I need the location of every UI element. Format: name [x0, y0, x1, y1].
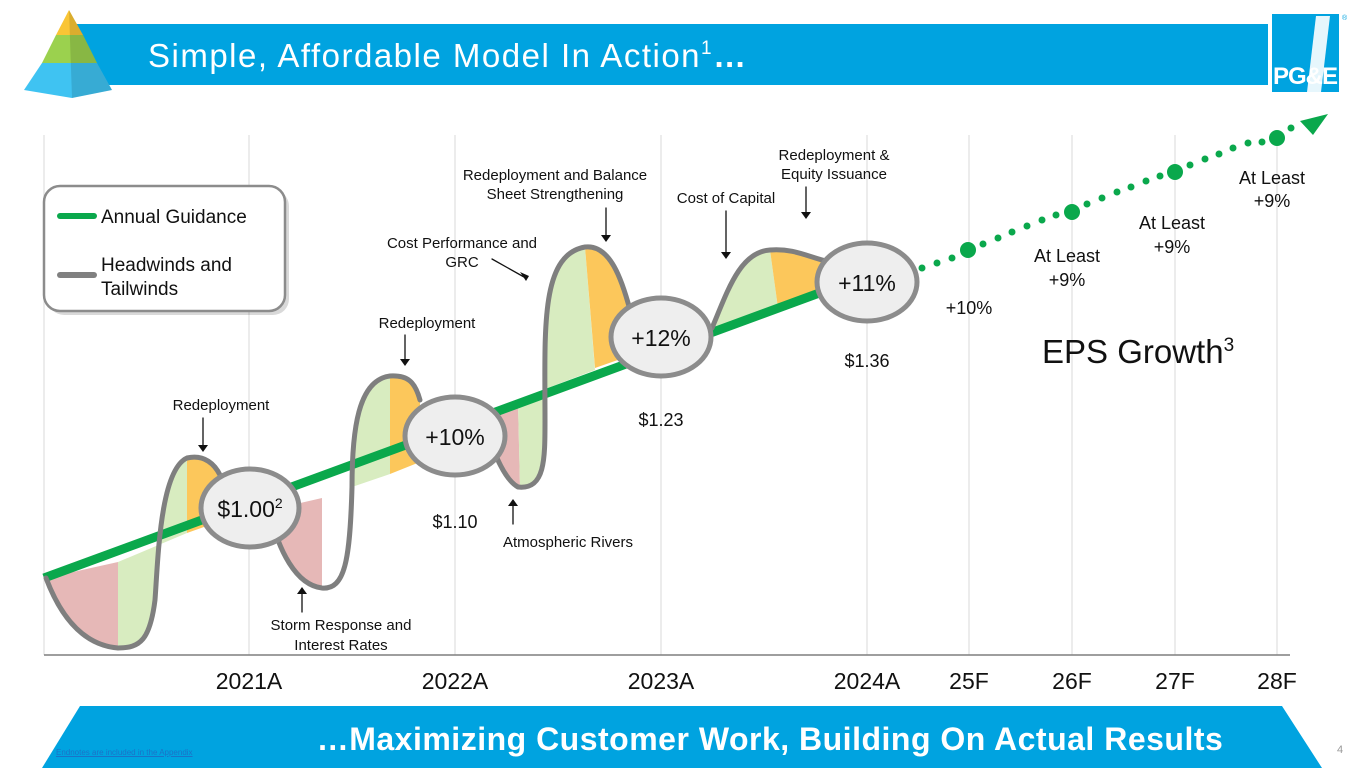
legend-wind-label-line1: Headwinds and — [101, 255, 232, 276]
footer-banner — [42, 706, 1322, 768]
annotation-label: Redeployment & — [779, 147, 890, 164]
forecast-label-27f-line1: At Least — [1139, 213, 1205, 233]
annotation-label: GRC — [445, 254, 479, 271]
tailwind-region — [518, 247, 595, 488]
annotation-label: Cost Performance and — [387, 235, 537, 252]
x-tick-label: 2022A — [422, 668, 489, 694]
eps-bubbles: $1.002 +10% +12% +11% — [198, 240, 920, 550]
forecast-label-28f-line2: +9% — [1254, 191, 1291, 211]
annotation-label: Redeployment — [173, 397, 271, 414]
wave-outline — [267, 373, 423, 591]
endnotes-link[interactable]: Endnotes are included in the Appendix — [56, 748, 193, 757]
forecast-points — [960, 130, 1285, 258]
annotation-label: Atmospheric Rivers — [503, 534, 633, 551]
forecast-point-28f — [1269, 130, 1285, 146]
legend-wind-label-line2: Tailwinds — [101, 279, 178, 300]
legend-guidance-label: Annual Guidance — [101, 207, 247, 228]
tailwind-region — [352, 376, 390, 487]
x-tick-label: 27F — [1155, 668, 1195, 694]
svg-text:+10%: +10% — [425, 424, 484, 450]
x-tick-label: 2023A — [628, 668, 695, 694]
wave-outline — [485, 244, 633, 490]
svg-text:$1.002: $1.002 — [217, 495, 283, 522]
x-tick-label: 28F — [1257, 668, 1297, 694]
forecast-label-26f-line1: At Least — [1034, 246, 1100, 266]
pge-logo: PG&E ® — [1272, 14, 1348, 92]
forecast-label-26f-line2: +9% — [1049, 270, 1086, 290]
forecast-point-25f — [960, 242, 976, 258]
eps-value-labels: $1.10 $1.23 $1.36 — [432, 351, 889, 532]
x-tick-label: 2024A — [834, 668, 901, 694]
growth-2024-bubble: +11% — [814, 240, 920, 324]
annotation-label: Interest Rates — [294, 637, 387, 654]
forecast-point-26f — [1064, 204, 1080, 220]
headwind-region — [46, 562, 118, 648]
svg-text:+11%: +11% — [838, 270, 896, 296]
forecast-labels: +10% At Least +9% At Least +9% At Least … — [946, 168, 1305, 318]
growth-2023-bubble: +12% — [608, 295, 714, 379]
page-title: Simple, Affordable Model In Action1… — [148, 37, 748, 74]
x-tick-label: 2021A — [216, 668, 283, 694]
eps-2023-label: $1.23 — [638, 410, 683, 430]
wave-outline — [709, 247, 833, 331]
chart-title: EPS Growth3 — [1042, 333, 1234, 370]
forecast-arrowhead — [1300, 114, 1328, 135]
page-number: 4 — [1337, 744, 1344, 756]
annotation-label: Equity Issuance — [781, 166, 887, 183]
x-tick-label: 25F — [949, 668, 989, 694]
svg-text:+12%: +12% — [631, 325, 690, 351]
x-tick-label: 26F — [1052, 668, 1092, 694]
svg-text:®: ® — [1342, 14, 1348, 22]
tailwind-region — [712, 250, 778, 328]
eps-2024-label: $1.36 — [844, 351, 889, 371]
tailwind-region — [118, 458, 187, 648]
forecast-label-27f-line2: +9% — [1154, 237, 1191, 257]
annotation-label: Sheet Strengthening — [487, 186, 624, 203]
forecast-label-25f: +10% — [946, 298, 993, 318]
annotation-label: Redeployment and Balance — [463, 167, 647, 184]
annotation-label: Cost of Capital — [677, 190, 775, 207]
forecast-dotted-line — [918, 124, 1295, 272]
annotation-label: Redeployment — [379, 315, 477, 332]
annotation-label: Storm Response and — [271, 617, 412, 634]
pyramid-icon — [24, 10, 112, 98]
eps-2021-bubble: $1.002 — [198, 466, 302, 550]
growth-2022-bubble: +10% — [402, 394, 508, 478]
forecast-label-28f-line1: At Least — [1239, 168, 1305, 188]
header-bar — [72, 24, 1268, 85]
wave-outline — [43, 454, 223, 651]
eps-2022-label: $1.10 — [432, 512, 477, 532]
wave-outlines — [43, 244, 833, 651]
svg-text:PG&E: PG&E — [1273, 63, 1338, 90]
footer-banner-text: …Maximizing Customer Work, Building On A… — [317, 721, 1224, 757]
chart-legend: Annual Guidance Headwinds and Tailwinds — [42, 184, 289, 315]
forecast-point-27f — [1167, 164, 1183, 180]
annotations: Redeployment Storm Response and Interest… — [173, 147, 890, 654]
x-tick-labels: 2021A 2022A 2023A 2024A 25F 26F 27F 28F — [216, 668, 1297, 694]
